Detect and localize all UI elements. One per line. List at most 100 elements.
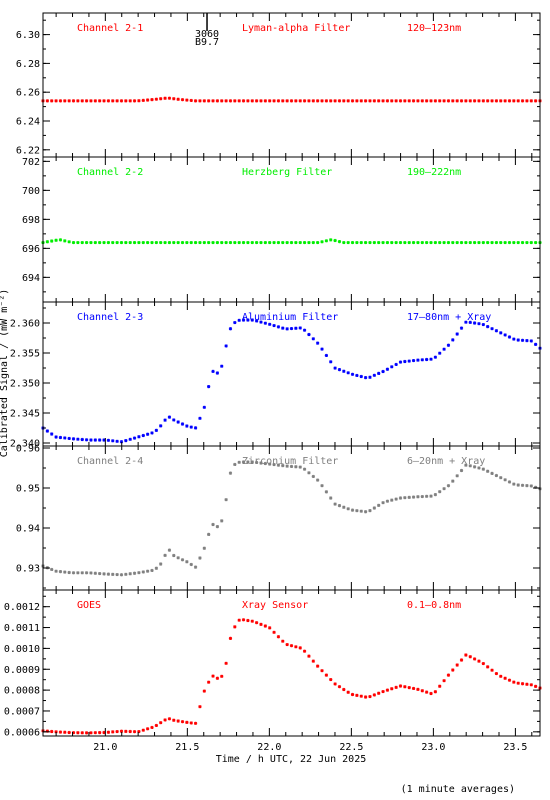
data-point [228,240,233,245]
data-point [150,98,154,102]
panel-channel-label: Channel 2-1 [77,23,143,34]
data-point [259,320,263,324]
panel-band-label: 6–20nm + Xray [407,456,485,467]
data-point [438,240,442,245]
data-point [381,501,385,505]
data-point [285,327,289,331]
data-point [507,240,512,245]
data-point [337,368,342,372]
data-point [451,99,455,103]
data-point [355,693,359,697]
y-tick-label: 0.93 [16,564,40,575]
data-point [224,661,228,665]
x-tick-label: 22.5 [339,742,363,753]
data-point [71,571,76,575]
data-point [71,99,76,103]
data-point [316,664,320,668]
panel-filter-label: Zirconium Filter [242,456,338,467]
data-point [342,240,346,245]
data-point [255,319,259,323]
data-point [390,240,394,245]
data-point [119,240,124,245]
data-point [228,99,233,103]
data-point [459,658,464,662]
y-tick-label: 694 [22,273,40,284]
data-point [364,240,368,245]
data-point [398,99,403,103]
data-point [355,240,359,245]
data-point [364,376,368,380]
data-point [281,326,285,330]
data-point [45,240,49,244]
data-point [368,240,372,245]
data-point [276,635,281,639]
data-point [241,460,246,464]
panel-frame [42,12,541,158]
panel-channel-label: Channel 2-3 [77,312,143,323]
panel-band-label: 120–123nm [407,23,461,34]
data-point [333,502,337,506]
data-point [185,98,189,102]
data-point [516,338,520,342]
data-point [520,99,525,103]
data-point [137,240,141,245]
data-point [342,505,346,509]
data-point [359,99,363,103]
data-point [403,99,407,103]
data-point [324,353,328,358]
data-point [281,639,285,643]
data-point [381,99,385,103]
data-point [237,460,241,464]
data-point [394,362,398,367]
data-point [224,99,228,103]
data-point [272,462,276,467]
data-point [176,240,180,245]
data-point [246,618,250,623]
data-point [302,99,307,103]
data-point [154,428,158,432]
data-point [45,429,49,433]
panel-frame [42,156,541,303]
data-point [403,685,407,689]
data-point [525,99,529,103]
data-point [368,509,372,513]
data-point [403,240,407,245]
data-point [176,97,180,101]
y-tick-label: 0.0007 [4,706,40,717]
x-tick-label: 22.0 [257,742,281,753]
data-point [438,99,442,103]
data-point [167,415,172,419]
data-point [289,240,294,245]
data-point [180,240,185,245]
data-point [106,730,110,734]
y-tick-label: 0.0012 [4,602,40,613]
data-point [307,240,311,245]
data-point [350,372,355,376]
data-point [490,668,494,672]
x-tick-label: 23.5 [503,742,527,753]
y-tick-label: 696 [22,244,40,255]
data-point [189,562,193,567]
data-point [346,99,350,103]
data-point [468,320,472,324]
data-point [207,240,211,245]
data-point [215,676,219,680]
data-point [442,99,446,103]
data-point [215,525,219,529]
data-point [115,439,119,443]
footnote: (1 minute averages) [401,784,515,795]
y-tick-label: 0.0010 [4,644,40,655]
data-point [263,624,267,628]
data-point [377,240,381,245]
data-point [71,437,76,441]
data-point [237,618,241,622]
data-point [494,671,499,676]
data-point [520,483,525,487]
data-point [446,343,451,347]
data-point [407,99,411,103]
data-point [473,99,477,103]
data-point [159,240,163,245]
data-point [207,99,211,103]
data-point [211,522,215,527]
data-point [294,465,298,469]
